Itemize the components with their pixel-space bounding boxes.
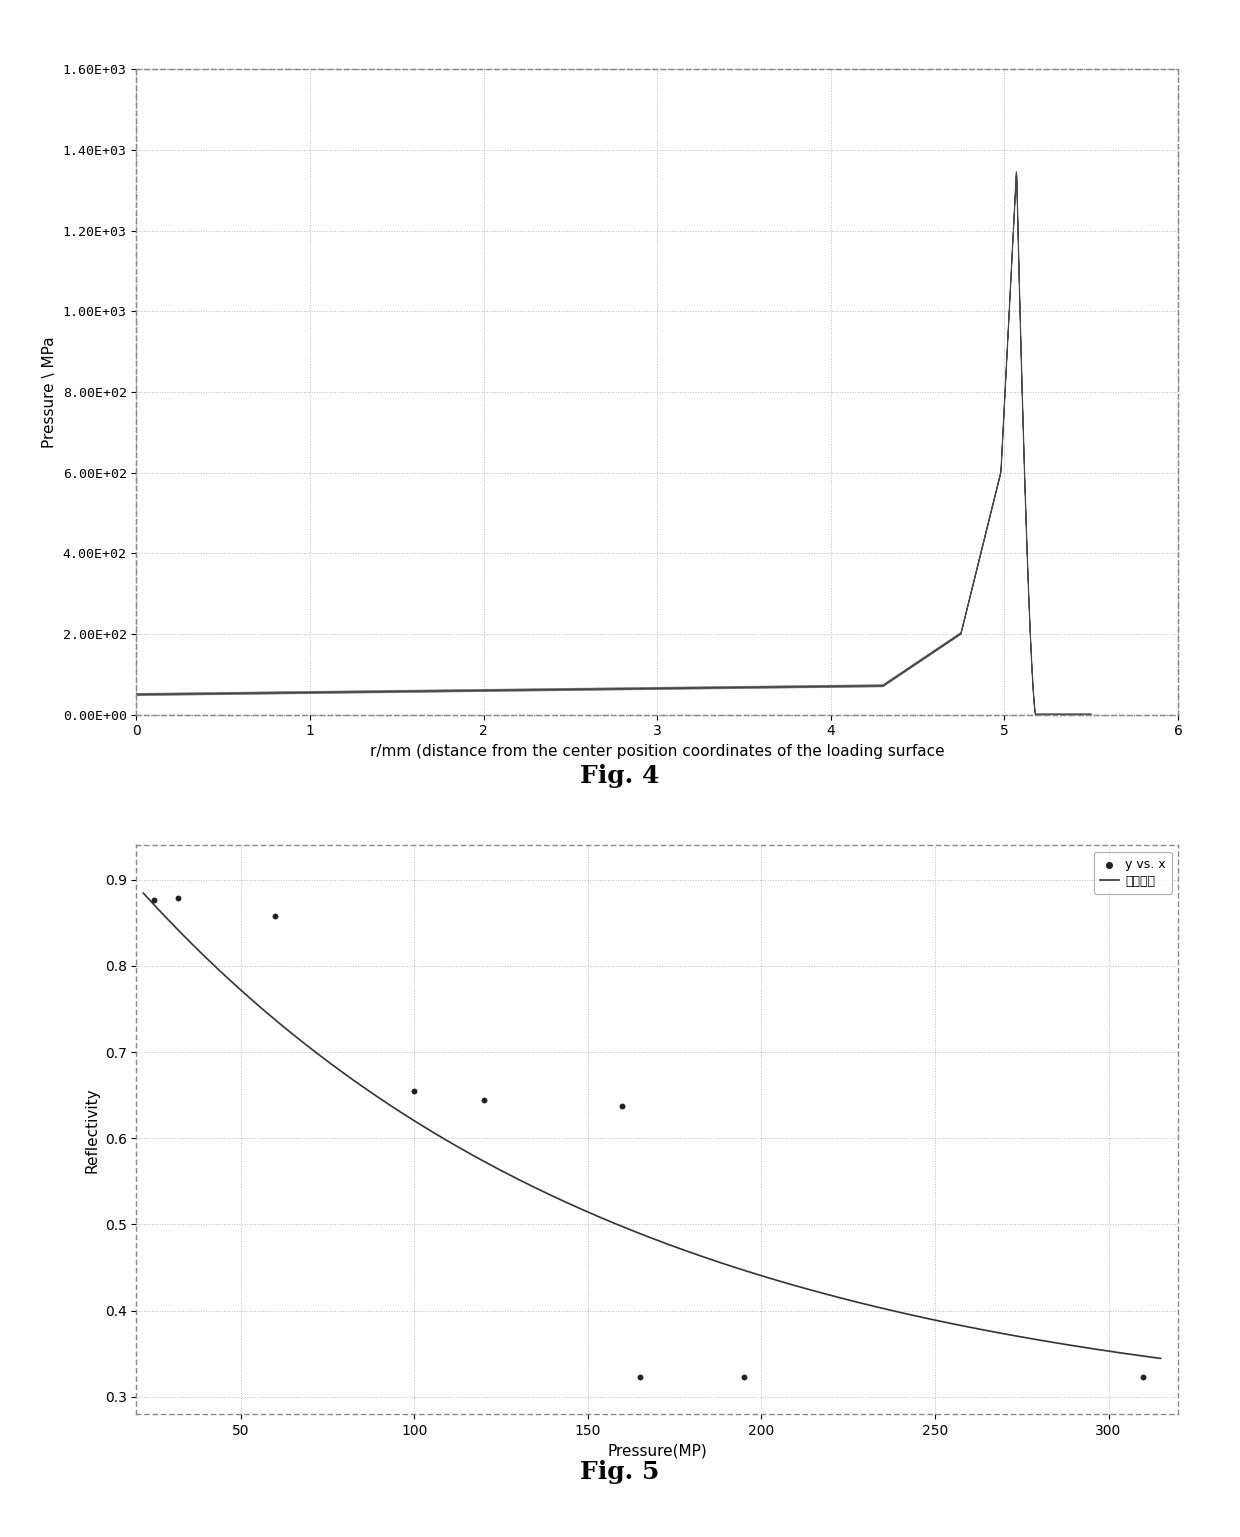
y vs. x [169, 885, 188, 910]
X-axis label: r/mm (distance from the center position coordinates of the loading surface: r/mm (distance from the center position … [370, 744, 945, 759]
Y-axis label: Pressure \ MPa: Pressure \ MPa [42, 337, 57, 447]
X-axis label: Pressure(MP): Pressure(MP) [608, 1443, 707, 1459]
拟合曲线 [1153, 1349, 1168, 1368]
Legend: y vs. x, 拟合曲线: y vs. x, 拟合曲线 [1094, 851, 1172, 895]
y vs. x [630, 1365, 650, 1389]
y vs. x [144, 888, 164, 913]
Line: 拟合曲线: 拟合曲线 [144, 893, 1161, 1359]
拟合曲线 [619, 1219, 634, 1237]
Point [613, 1093, 632, 1117]
拟合曲线 [687, 1245, 702, 1263]
Text: Fig. 4: Fig. 4 [580, 764, 660, 788]
拟合曲线 [742, 1262, 756, 1280]
Bar [136, 69, 1178, 715]
拟合曲线 [1128, 1346, 1143, 1365]
y vs. x [734, 1365, 754, 1389]
拟合曲线 [136, 884, 151, 902]
y vs. x [265, 904, 285, 928]
y vs. x [404, 1079, 424, 1104]
拟合曲线 [970, 1319, 985, 1337]
Text: Fig. 5: Fig. 5 [580, 1460, 660, 1485]
Y-axis label: Reflectivity: Reflectivity [84, 1087, 99, 1173]
y vs. x [474, 1088, 494, 1113]
拟合曲线 [625, 1222, 640, 1240]
y vs. x [1133, 1365, 1153, 1389]
